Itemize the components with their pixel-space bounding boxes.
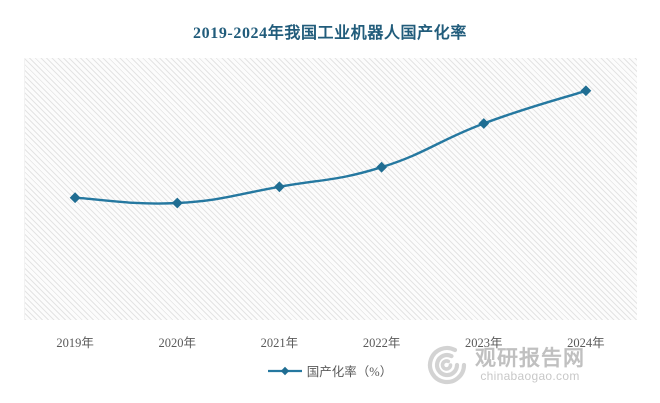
legend-item-label: 国产化率（%） <box>306 365 393 379</box>
data-point-2023[interactable] <box>478 118 490 129</box>
x-tick-label-2021: 2021年 <box>260 336 299 350</box>
x-tick-label-2022: 2022年 <box>362 336 401 350</box>
plot-area <box>24 58 637 320</box>
data-point-2024[interactable] <box>580 85 592 97</box>
page-title: 2019-2024年我国工业机器人国产化率 <box>193 25 467 42</box>
series-line-localization-rate <box>73 89 588 205</box>
data-point-2021[interactable] <box>274 181 285 193</box>
x-tick-label-2023: 2023年 <box>465 336 503 350</box>
data-point-2020[interactable] <box>171 197 183 209</box>
series-markers <box>69 85 592 209</box>
data-point-2019[interactable] <box>69 192 81 204</box>
x-tick-label-2024: 2024年 <box>567 336 605 350</box>
x-tick-label-2019: 2019年 <box>56 336 94 350</box>
series-layer <box>69 85 592 209</box>
legend-line-marker-icon <box>267 366 302 375</box>
legend: 国产化率（%） <box>0 361 660 380</box>
x-tick-label-2020: 2020年 <box>158 336 197 350</box>
data-point-2022[interactable] <box>376 161 387 173</box>
